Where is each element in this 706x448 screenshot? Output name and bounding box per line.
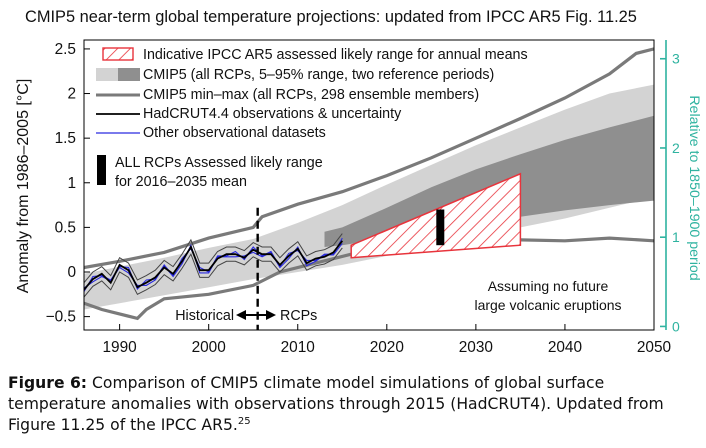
rcps-label: RCPs: [280, 308, 317, 324]
x-tick-label-2030: 2030: [459, 339, 493, 356]
legend-label-cmip5-range: CMIP5 (all RCPs, 5–95% range, two refere…: [143, 67, 494, 83]
assessed-range-note-line-1: ALL RCPs Assessed likely range: [115, 155, 323, 171]
y-tick-label-3: 1: [67, 175, 76, 192]
rcp-mean-range-marker: [436, 209, 445, 246]
period-arrow-right-head: [266, 310, 276, 320]
x-tick-label-1990: 1990: [103, 339, 137, 356]
y-tick-label-4: 1.5: [55, 130, 76, 147]
chart-title: CMIP5 near-term global temperature proje…: [25, 8, 637, 26]
assessed-likely-range-polygon: [350, 172, 522, 259]
cmip5-min-max-lower-line: [84, 236, 654, 321]
figure-caption: Figure 6: Comparison of CMIP5 climate mo…: [8, 373, 698, 436]
legend-swatch-cmip5-dark: [118, 68, 140, 81]
period-annotation: Historical RCPs: [175, 308, 317, 324]
right-tick-label-1: 1: [672, 229, 680, 245]
y-tick-label-6: 2.5: [55, 41, 76, 58]
right-tick-label-0: 0: [672, 318, 680, 334]
legend-label-hadcrut: HadCRUT4.4 observations & uncertainty: [143, 106, 402, 122]
chart-figure: CMIP5 near-term global temperature proje…: [15, 8, 702, 356]
volcanic-note-line-1: Assuming no future: [488, 278, 609, 294]
volcanic-note-line-2: large volcanic eruptions: [474, 297, 621, 313]
cmip5-min-max-upper-line: [84, 47, 654, 270]
y-tick-label-0: −0.5: [46, 309, 76, 326]
legend-label-other-obs: Other observational datasets: [143, 125, 326, 141]
right-axis: 0 1 2 3: [660, 40, 680, 334]
y-tick-label-5: 2: [67, 86, 76, 103]
y-axis-label: Anomaly from 1986–2005 [°C]: [15, 79, 32, 294]
cmip5-5-95-dark-band: [324, 115, 654, 247]
historical-label: Historical: [175, 308, 234, 324]
x-tick-label-2040: 2040: [548, 339, 582, 356]
cmip5-5-95-light-band: [84, 84, 654, 310]
x-tick-label-2050: 2050: [637, 339, 671, 356]
y-tick-label-1: 0: [67, 264, 76, 281]
hadcrut-uncertainty-upper-line: [84, 233, 343, 284]
y-tick-label-2: 0.5: [55, 219, 76, 236]
period-arrow-left-head: [236, 310, 246, 320]
plot-area: [84, 47, 654, 330]
x-tick-label-2020: 2020: [370, 339, 404, 356]
x-tick-label-2000: 2000: [192, 339, 226, 356]
legend-swatch-cmip5-light: [96, 68, 118, 81]
right-tick-label-3: 3: [672, 51, 680, 67]
volcanic-note: Assuming no future large volcanic erupti…: [474, 278, 621, 313]
x-tick-label-2010: 2010: [281, 339, 315, 356]
plot-frame: [83, 39, 655, 331]
y-axis: −0.5 0 0.5 1 1.5 2 2.5: [46, 41, 90, 326]
right-tick-label-2: 2: [672, 140, 680, 156]
hadcrut-observations-line: [84, 240, 344, 291]
caption-label: Figure 6:: [8, 374, 88, 392]
legend-label-assessed-range: Indicative IPCC AR5 assessed likely rang…: [143, 47, 528, 63]
hadcrut-uncertainty-lower-line: [84, 247, 343, 298]
legend-swatch-assessed-range: [102, 47, 134, 61]
assessed-range-note-marker: [97, 155, 106, 185]
legend: Indicative IPCC AR5 assessed likely rang…: [96, 47, 528, 141]
caption-footnote: 25: [237, 415, 251, 427]
assessed-range-note-line-2: for 2016–2035 mean: [115, 174, 247, 190]
x-axis: 1990 2000 2010 2020 2030 2040 2050: [103, 324, 671, 356]
assessed-range-note: ALL RCPs Assessed likely range for 2016–…: [97, 155, 323, 190]
legend-label-min-max: CMIP5 min–max (all RCPs, 298 ensemble me…: [143, 87, 479, 103]
right-axis-label: Relative to 1850–1900 period: [686, 95, 702, 280]
caption-text: Comparison of CMIP5 climate model simula…: [8, 374, 664, 434]
